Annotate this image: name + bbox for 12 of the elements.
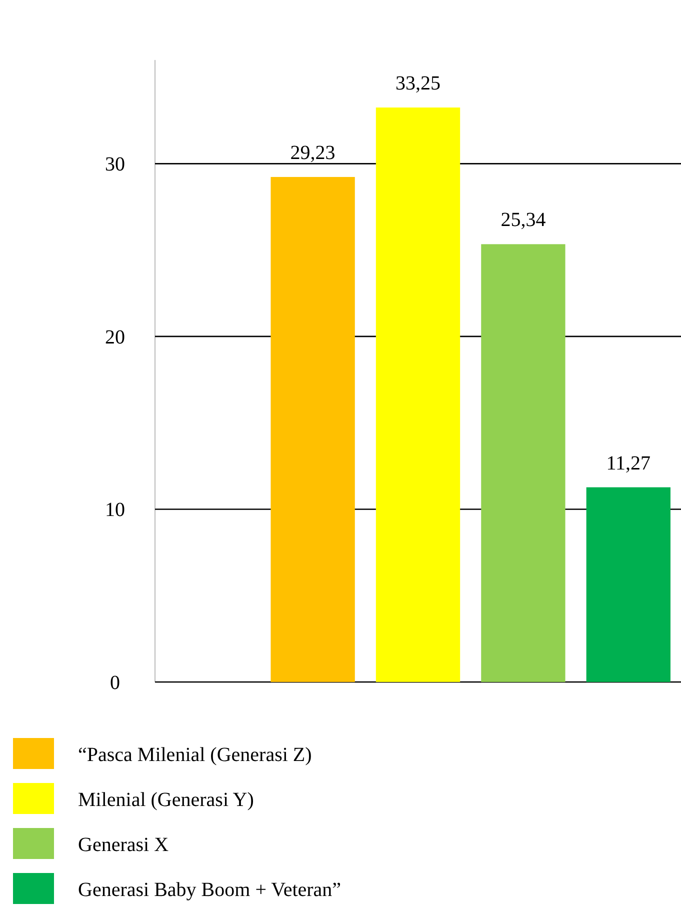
data-label: 29,23 bbox=[290, 142, 336, 164]
legend-label: “Pasca Milenial (Generasi Z) bbox=[78, 744, 312, 766]
y-tick-label: 0 bbox=[110, 672, 120, 694]
data-label: 33,25 bbox=[396, 72, 440, 95]
data-label: 11,27 bbox=[606, 452, 651, 474]
y-tick-label: 30 bbox=[105, 154, 125, 176]
y-tick-label: 10 bbox=[105, 499, 125, 522]
y-tick-label: 20 bbox=[105, 326, 125, 348]
data-label: 25,34 bbox=[500, 209, 546, 232]
legend-label: Milenial (Generasi Y) bbox=[78, 789, 254, 811]
legend-label: Generasi Baby Boom + Veteran” bbox=[78, 879, 342, 901]
legend-label: Generasi X bbox=[78, 834, 170, 856]
